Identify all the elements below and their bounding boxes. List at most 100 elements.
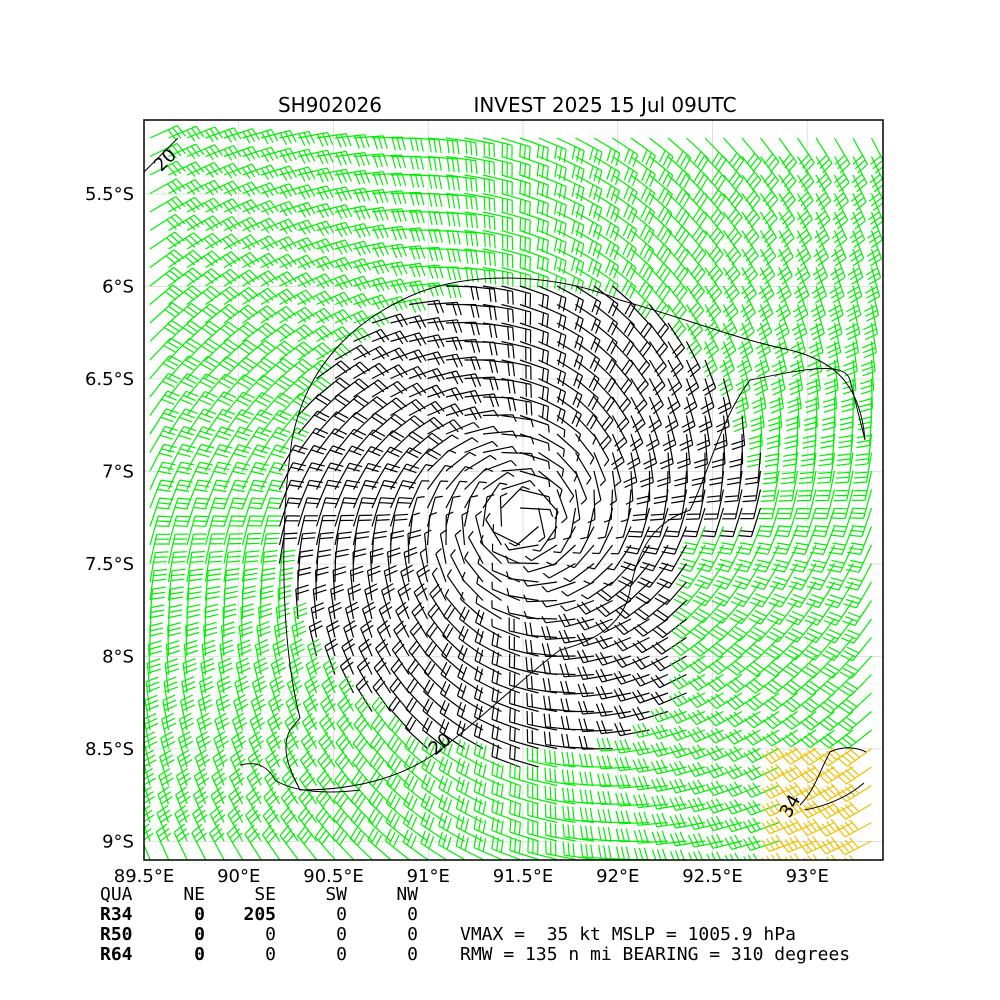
wind-barb-shaft: [200, 657, 216, 694]
wind-barb-shaft: [560, 599, 595, 612]
wind-barb: [575, 378, 599, 411]
wind-barb-shaft: [464, 454, 497, 472]
wind-barb: [186, 320, 221, 342]
wind-barb: [385, 790, 410, 823]
wind-barb: [798, 782, 835, 801]
wind-barb: [706, 798, 743, 814]
wind-barb-shaft: [773, 322, 789, 359]
wind-barb-shaft: [725, 692, 761, 711]
wind-barb: [375, 638, 392, 675]
wind-barb: [334, 187, 371, 203]
wind-barb: [649, 156, 674, 188]
wind-barb: [526, 747, 558, 768]
wind-barb: [817, 818, 854, 837]
wind-barb: [316, 239, 353, 255]
wind-barb: [204, 568, 222, 601]
wind-barb-shaft: [368, 789, 391, 823]
wind-barb: [482, 430, 518, 439]
wind-barb-shaft: [741, 174, 761, 210]
wind-barb-shaft: [763, 674, 798, 695]
wind-barb: [616, 581, 650, 603]
wind-barb: [438, 737, 465, 768]
wind-barb: [367, 827, 391, 860]
wind-barb-shaft: [371, 413, 406, 435]
wind-barb-shaft: [458, 625, 484, 657]
wind-barb-shaft: [696, 544, 725, 573]
wind-barb-shaft: [560, 698, 594, 713]
wind-barb: [144, 786, 156, 823]
wind-barb: [420, 792, 447, 823]
wind-barb: [745, 655, 780, 677]
wind-barb: [760, 156, 779, 192]
wind-barb-shaft: [857, 396, 873, 431]
wind-barb: [407, 529, 422, 564]
wind-barb: [275, 602, 291, 638]
wind-barb: [561, 581, 595, 597]
wind-barb: [785, 600, 817, 626]
wind-barb: [556, 489, 568, 524]
wind-barb: [519, 377, 549, 402]
wind-barb: [595, 685, 632, 700]
wind-barb-shaft: [260, 165, 297, 181]
wind-barb: [195, 731, 212, 768]
wind-barb: [334, 445, 365, 472]
wind-barb-shaft: [686, 156, 709, 190]
wind-barb-shaft: [744, 452, 762, 485]
wind-barb: [273, 620, 289, 657]
wind-barb: [223, 356, 257, 379]
wind-barb-shaft: [556, 489, 568, 524]
wind-barb-shaft: [630, 285, 653, 319]
wind-barb: [427, 449, 457, 472]
wind-barb-shaft: [733, 378, 749, 415]
wind-barb: [853, 452, 873, 484]
wind-barb: [669, 691, 706, 707]
wind-barb: [501, 137, 531, 161]
wind-barb-shaft: [260, 218, 297, 235]
wind-barb: [420, 830, 447, 860]
wind-barb: [649, 211, 673, 245]
wind-barb-shaft: [818, 711, 854, 732]
wind-barb: [350, 789, 373, 823]
wind-barb-shaft: [445, 437, 479, 454]
wind-barb-shaft: [870, 137, 883, 174]
wind-barb-shaft: [556, 470, 575, 503]
wind-barb-shaft: [685, 359, 700, 396]
wind-barb: [168, 302, 203, 324]
wind-barb: [445, 248, 479, 265]
wind-barb-shaft: [630, 304, 652, 338]
wind-barb-shaft: [669, 655, 706, 673]
wind-barb: [509, 781, 539, 805]
wind-barb-shaft: [356, 657, 373, 694]
wind-barb: [173, 823, 190, 860]
wind-barb: [761, 763, 798, 782]
wind-barb-shaft: [812, 248, 829, 285]
wind-barb: [538, 248, 567, 275]
wind-barb: [677, 544, 706, 572]
wind-barb-shaft: [278, 515, 300, 546]
wind-barb-shaft: [804, 600, 835, 626]
wind-barb-shaft: [538, 433, 565, 457]
wind-barb: [764, 655, 798, 677]
wind-barb: [732, 396, 748, 433]
wind-barb: [545, 840, 576, 860]
wind-barb-shaft: [632, 722, 669, 738]
wind-barb-shaft: [353, 189, 389, 204]
wind-barb: [302, 694, 319, 731]
wind-barb-shaft: [612, 322, 635, 356]
wind-barb: [242, 357, 276, 379]
wind-barb-shaft: [411, 602, 429, 638]
wind-barb: [519, 414, 550, 433]
wind-barb-shaft: [758, 267, 775, 304]
wind-barb-shaft: [794, 248, 811, 285]
wind-barb: [836, 433, 854, 467]
wind-barb: [439, 529, 448, 564]
wind-barb: [301, 712, 318, 749]
wind-barb-shaft: [223, 497, 247, 527]
wind-barb-shaft: [241, 444, 271, 472]
wind-barb-shaft: [838, 674, 872, 697]
wind-barb: [279, 166, 316, 182]
wind-barb: [149, 267, 185, 287]
wind-barb-shaft: [612, 174, 638, 205]
wind-barb-shaft: [501, 248, 531, 271]
